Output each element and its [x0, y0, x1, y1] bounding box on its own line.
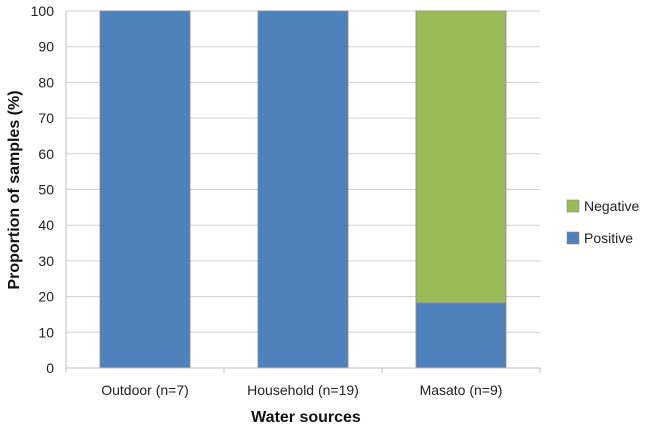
y-tick-label: 30: [38, 253, 54, 269]
y-tick-label: 40: [38, 217, 54, 233]
bars: [99, 10, 507, 369]
x-tick-label: Household (n=19): [247, 382, 359, 398]
y-tick-label: 10: [38, 324, 54, 340]
y-axis-title: Proportion of samples (%): [6, 90, 23, 289]
bar-positive-0: [99, 10, 191, 369]
legend-swatch-positive: [566, 231, 580, 245]
x-tick-label: Outdoor (n=7): [101, 382, 189, 398]
x-tick-label: Masato (n=9): [420, 382, 503, 398]
legend: Negative Positive: [566, 198, 639, 246]
y-tick-label: 70: [38, 110, 54, 126]
y-tick-label: 80: [38, 74, 54, 90]
y-tick-label: 20: [38, 289, 54, 305]
y-tick-label: 0: [46, 360, 54, 376]
y-tick-label: 90: [38, 39, 54, 55]
legend-swatch-negative: [566, 199, 580, 213]
x-axis-title: Water sources: [251, 409, 361, 426]
bar-positive-2: [415, 302, 507, 369]
y-tick-label: 50: [38, 182, 54, 198]
y-tick-label: 60: [38, 146, 54, 162]
y-tick-label: 100: [31, 3, 55, 19]
bar-positive-1: [257, 10, 349, 369]
bar-negative-2: [415, 10, 507, 304]
axes: 0 10 20 30 40 50 60 70 80 90 100 Outdoor (n=7) House…: [31, 3, 541, 398]
legend-label-positive: Positive: [584, 230, 633, 246]
legend-label-negative: Negative: [584, 198, 639, 214]
